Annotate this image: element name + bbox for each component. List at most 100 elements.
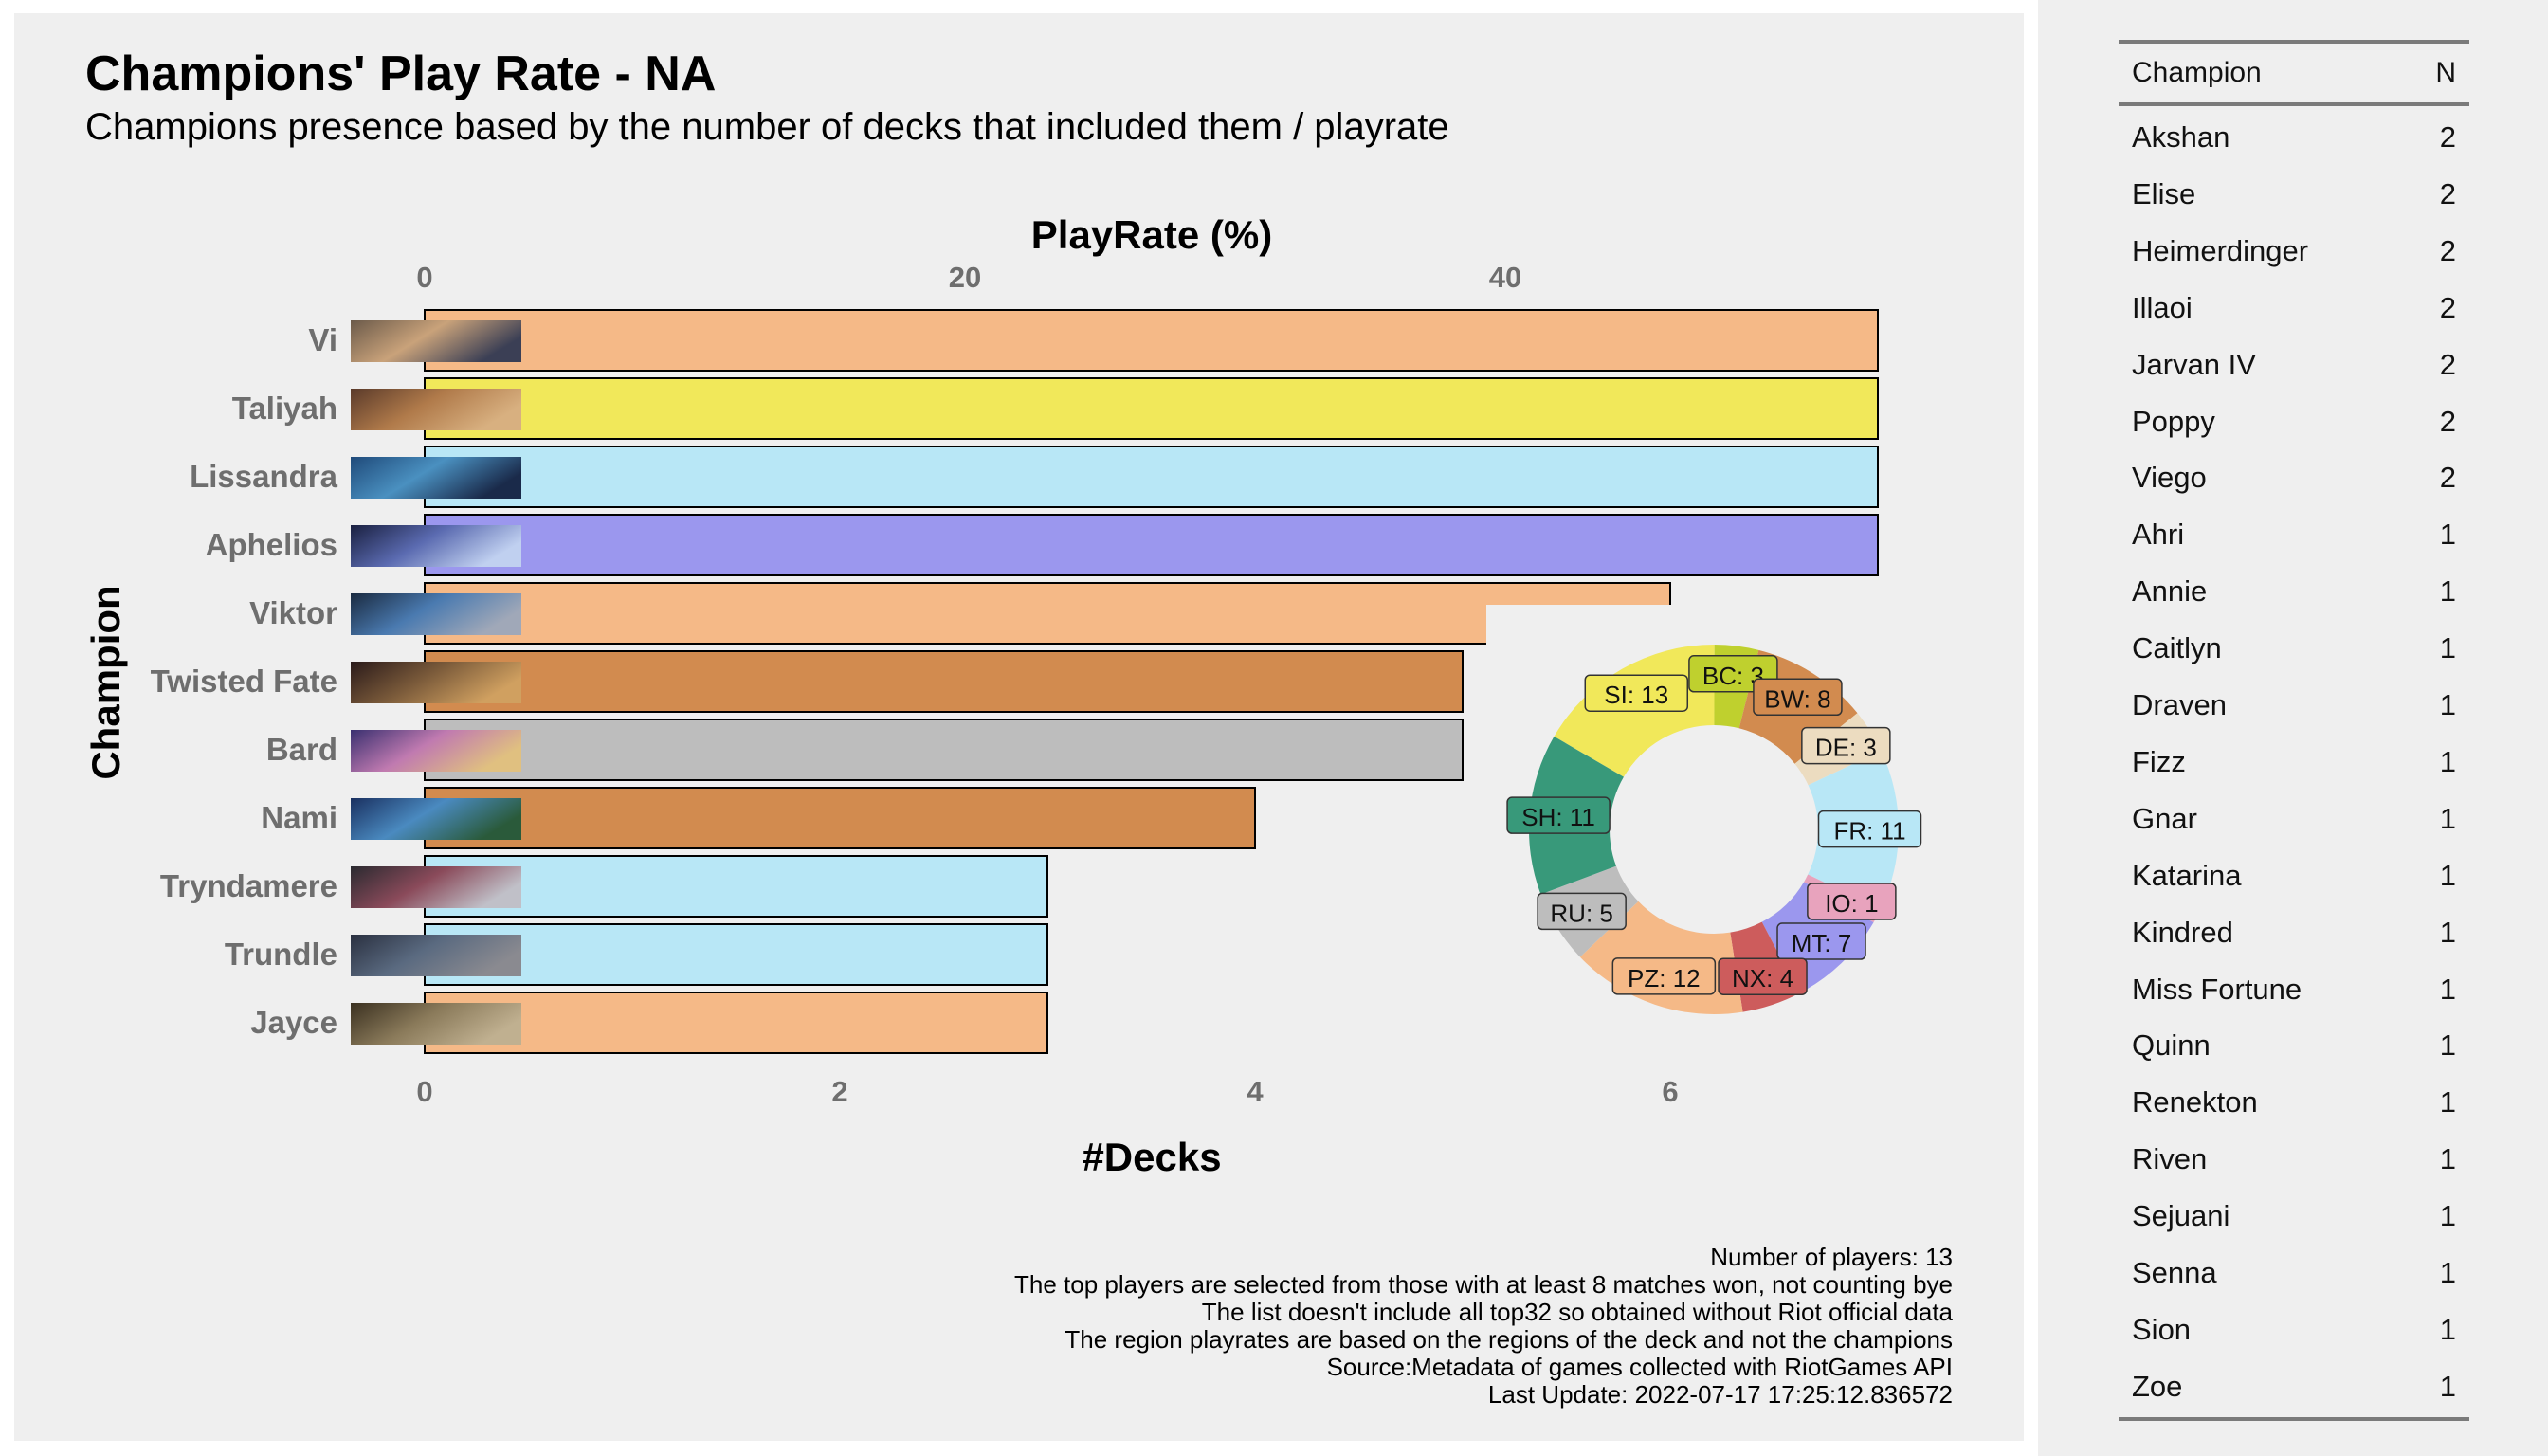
y-axis-tick-label: Jayce	[250, 1005, 337, 1040]
svg-text:IO: 1: IO: 1	[1825, 889, 1878, 918]
bar	[424, 377, 1879, 440]
table-row: Gnar 1	[2119, 791, 2469, 847]
x-axis-tick-label: 6	[1662, 1075, 1678, 1108]
bar	[424, 514, 1879, 576]
side-panel	[2038, 0, 2548, 1456]
donut-slice-label: BW: 8	[1753, 678, 1843, 717]
table-row: Renekton 1	[2119, 1074, 2469, 1131]
champion-name-cell: Annie	[2132, 574, 2208, 609]
svg-text:MT: 7: MT: 7	[1792, 929, 1852, 957]
bar	[424, 787, 1256, 849]
count-cell: 2	[2439, 233, 2456, 267]
champion-name-cell: Caitlyn	[2132, 631, 2222, 665]
table-row: Quinn 1	[2119, 1017, 2469, 1074]
donut-slice-label: SI: 13	[1584, 674, 1689, 712]
champion-thumbnail	[351, 935, 521, 976]
y-axis-tick-label: Twisted Fate	[151, 664, 337, 699]
champion-name-cell: Akshan	[2132, 120, 2230, 154]
donut-slice-label: SH: 11	[1506, 796, 1611, 834]
count-cell: 1	[2439, 1199, 2456, 1233]
champion-name-cell: Fizz	[2132, 744, 2186, 778]
count-cell: 1	[2439, 574, 2456, 609]
count-cell: 1	[2439, 1256, 2456, 1289]
count-cell: 2	[2439, 461, 2456, 495]
caption-line: Last Update: 2022-07-17 17:25:12.836572	[1487, 1380, 1953, 1409]
page-title: Champions' Play Rate - NA	[85, 46, 717, 101]
table-row: Sejuani 1	[2119, 1188, 2469, 1245]
champion-name-cell: Draven	[2132, 688, 2227, 721]
count-cell: 1	[2439, 972, 2456, 1006]
champion-name-cell: Miss Fortune	[2132, 972, 2302, 1006]
y-axis-tick-label: Bard	[266, 732, 337, 767]
y-axis-tick-label: Trundle	[225, 937, 337, 972]
bar	[424, 855, 1048, 918]
page-subtitle: Champions presence based by the number o…	[85, 106, 1449, 148]
champion-thumbnail	[351, 1003, 521, 1045]
y-axis-tick-label: Viktor	[249, 595, 337, 630]
count-cell: 1	[2439, 1142, 2456, 1176]
champion-name-cell: Elise	[2132, 176, 2196, 210]
x-axis-tick-label: 2	[831, 1075, 847, 1108]
champion-thumbnail	[351, 320, 521, 362]
top-axis-tick-label: 20	[949, 261, 981, 294]
donut-slice-label: RU: 5	[1537, 892, 1627, 931]
count-cell: 2	[2439, 290, 2456, 324]
count-cell: 2	[2439, 120, 2456, 154]
y-axis-tick-label: Lissandra	[190, 459, 338, 494]
y-axis-tick-label: Tryndamere	[160, 868, 337, 903]
top-axis-tick-label: 40	[1489, 261, 1521, 294]
table-rule	[2119, 1416, 2469, 1421]
champion-name-cell: Poppy	[2132, 404, 2215, 438]
table-row: Ahri 1	[2119, 506, 2469, 563]
y-axis-title: Champion	[83, 585, 128, 779]
table-row: Kindred 1	[2119, 904, 2469, 961]
table-row: Elise 2	[2119, 166, 2469, 223]
table-row: Fizz 1	[2119, 734, 2469, 791]
table-row: Caitlyn 1	[2119, 620, 2469, 677]
donut-slice-label: FR: 11	[1817, 810, 1922, 848]
x-axis-tick-label: 4	[1247, 1075, 1264, 1108]
svg-text:FR: 11: FR: 11	[1833, 817, 1905, 846]
caption-line: Source:Metadata of games collected with …	[1326, 1353, 1953, 1381]
table-row: Heimerdinger 2	[2119, 223, 2469, 280]
count-cell: 1	[2439, 1369, 2456, 1403]
svg-text:BW: 8: BW: 8	[1764, 684, 1830, 713]
count-cell: 1	[2439, 631, 2456, 665]
champion-thumbnail	[351, 389, 521, 430]
y-axis-tick-label: Nami	[261, 800, 337, 835]
count-cell: 1	[2439, 1085, 2456, 1119]
top-axis-tick-label: 0	[416, 261, 432, 294]
count-cell: 1	[2439, 1028, 2456, 1063]
column-header-n: N	[2435, 57, 2456, 88]
table-rule	[2119, 102, 2469, 106]
caption-line: The list doesn't include all top32 so ob…	[1201, 1298, 1953, 1326]
bar	[424, 992, 1048, 1054]
donut-slice-label: MT: 7	[1776, 922, 1866, 960]
champion-thumbnail	[351, 866, 521, 908]
table-row: Annie 1	[2119, 563, 2469, 620]
table-header: Champion N	[2119, 46, 2469, 102]
count-cell: 2	[2439, 347, 2456, 381]
champion-thumbnail	[351, 593, 521, 635]
table-row: Viego 2	[2119, 449, 2469, 506]
champion-name-cell: Renekton	[2132, 1085, 2258, 1119]
caption-line: The region playrates are based on the re…	[1065, 1325, 1953, 1354]
champion-name-cell: Riven	[2132, 1142, 2208, 1176]
count-cell: 2	[2439, 404, 2456, 438]
caption-line: Number of players: 13	[1710, 1243, 1953, 1271]
champion-thumbnail	[351, 662, 521, 703]
champion-name-cell: Viego	[2132, 461, 2207, 495]
count-cell: 1	[2439, 1312, 2456, 1346]
table-row: Katarina 1	[2119, 847, 2469, 904]
donut-slice-label: NX: 4	[1718, 957, 1808, 995]
donut-slice-label: DE: 3	[1801, 726, 1891, 765]
champion-thumbnail	[351, 798, 521, 840]
champion-name-cell: Ahri	[2132, 518, 2185, 552]
top-axis-title: PlayRate (%)	[1031, 212, 1272, 257]
champion-name-cell: Senna	[2132, 1256, 2217, 1289]
champion-name-cell: Kindred	[2132, 915, 2233, 949]
y-axis-tick-label: Vi	[308, 322, 337, 357]
y-axis-tick-label: Aphelios	[206, 527, 337, 562]
count-cell: 1	[2439, 688, 2456, 721]
